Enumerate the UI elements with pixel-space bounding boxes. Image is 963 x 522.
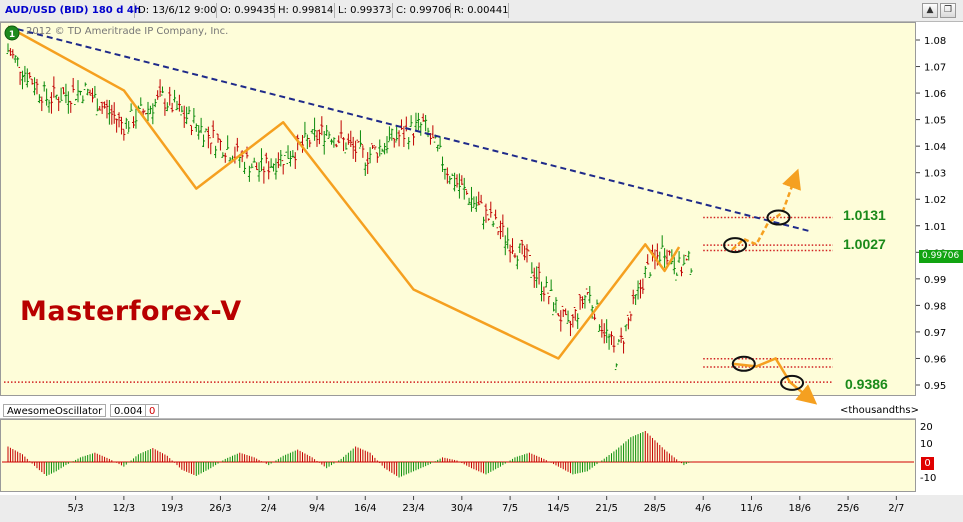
axis-label-layer: 1.081.071.061.051.041.031.021.011.000.99… bbox=[68, 36, 947, 514]
y-tick-label: 0.97 bbox=[924, 328, 946, 339]
y-tick-label: 0.98 bbox=[924, 301, 946, 312]
open-field: O: 0.99435 bbox=[217, 3, 276, 18]
ellipse-marker bbox=[780, 374, 805, 391]
oscillator-name[interactable]: AwesomeOscillator bbox=[3, 404, 107, 417]
x-tick-label: 25/6 bbox=[837, 503, 859, 514]
trendline bbox=[7, 25, 810, 233]
zigzag-line bbox=[7, 25, 681, 360]
symbol-label[interactable]: AUD/USD (BID) 180 d 4h bbox=[2, 3, 141, 18]
price-axis bbox=[916, 22, 963, 396]
low-field: L: 0.99373 bbox=[335, 3, 393, 18]
x-tick-label: 12/3 bbox=[113, 503, 135, 514]
x-tick-label: 26/3 bbox=[209, 503, 231, 514]
x-tick-label: 18/6 bbox=[789, 503, 811, 514]
close-field: C: 0.99706 bbox=[393, 3, 451, 18]
date-field: D: 13/6/12 9:00 bbox=[135, 3, 217, 18]
y-tick-label: 1.08 bbox=[924, 36, 946, 47]
level-label-2: 1.0027 bbox=[843, 236, 886, 252]
osc-tick-10: 10 bbox=[920, 439, 933, 450]
forecast-up-line bbox=[731, 168, 801, 251]
y-tick-label: 1.03 bbox=[924, 169, 946, 180]
y-tick-label: 1.07 bbox=[924, 63, 946, 74]
ellipse-marker bbox=[723, 237, 748, 254]
oscillator-pane[interactable] bbox=[0, 419, 916, 492]
x-tick-label: 9/4 bbox=[309, 503, 325, 514]
y-tick-label: 0.96 bbox=[924, 354, 946, 365]
restore-icon[interactable]: ❐ bbox=[940, 3, 956, 18]
x-tick-label: 2/4 bbox=[261, 503, 277, 514]
high-field: H: 0.99814 bbox=[275, 3, 335, 18]
x-tick-label: 16/4 bbox=[354, 503, 376, 514]
x-tick-label: 23/4 bbox=[402, 503, 424, 514]
copyright-text: 2012 © TD Ameritrade IP Company, Inc. bbox=[26, 26, 229, 37]
y-tick-label: 1.02 bbox=[924, 195, 946, 206]
x-tick-label: 30/4 bbox=[451, 503, 473, 514]
bar-number-badge bbox=[4, 25, 20, 41]
ellipse-marker bbox=[731, 355, 756, 372]
forecast-down-line bbox=[732, 356, 818, 405]
osc-tick-20: 20 bbox=[920, 422, 933, 433]
quote-header: AUD/USD (BID) 180 d 4h D: 13/6/12 9:00 O… bbox=[0, 0, 963, 22]
oscillator-units: <thousandths> bbox=[837, 404, 922, 417]
x-tick-label: 28/5 bbox=[644, 503, 666, 514]
oscillator-param: 0 bbox=[145, 404, 160, 417]
y-tick-label: 1.05 bbox=[924, 116, 946, 127]
y-tick-label: 0.99 bbox=[924, 275, 946, 286]
x-tick-label: 11/6 bbox=[740, 503, 762, 514]
x-tick-label: 7/5 bbox=[502, 503, 518, 514]
y-tick-label: 1.04 bbox=[924, 142, 946, 153]
oscillator-axis: 20 10 -10 bbox=[916, 419, 963, 492]
oscillator-title-bar: AwesomeOscillator 0.004 0 <thousandths> bbox=[0, 402, 922, 419]
up-arrow-icon[interactable]: ▲ bbox=[922, 3, 938, 18]
time-axis bbox=[0, 495, 963, 522]
current-price-tag: 0.99706 bbox=[919, 250, 963, 263]
price-plot-layer: 1 bbox=[2, 25, 914, 478]
x-tick-label: 14/5 bbox=[547, 503, 569, 514]
level-label-3: 0.9386 bbox=[845, 376, 888, 392]
x-tick-label: 4/6 bbox=[695, 503, 711, 514]
bar-number-badge-text: 1 bbox=[9, 30, 15, 40]
osc-tick-minus10: -10 bbox=[920, 473, 937, 484]
osc-zero-tag: 0 bbox=[921, 457, 934, 470]
y-tick-label: 0.95 bbox=[924, 381, 946, 392]
x-tick-label: 21/5 bbox=[595, 503, 617, 514]
level-label-1: 1.0131 bbox=[843, 207, 886, 223]
x-tick-label: 19/3 bbox=[161, 503, 183, 514]
y-tick-label: 1.06 bbox=[924, 89, 946, 100]
ellipse-marker bbox=[766, 209, 791, 226]
price-pane[interactable] bbox=[0, 22, 916, 396]
x-tick-label: 5/3 bbox=[68, 503, 84, 514]
x-tick-label: 2/7 bbox=[888, 503, 904, 514]
y-tick-label: 1.01 bbox=[924, 222, 946, 233]
range-field: R: 0.00441 bbox=[451, 3, 509, 18]
watermark-title: Masterforex-V bbox=[20, 296, 242, 327]
